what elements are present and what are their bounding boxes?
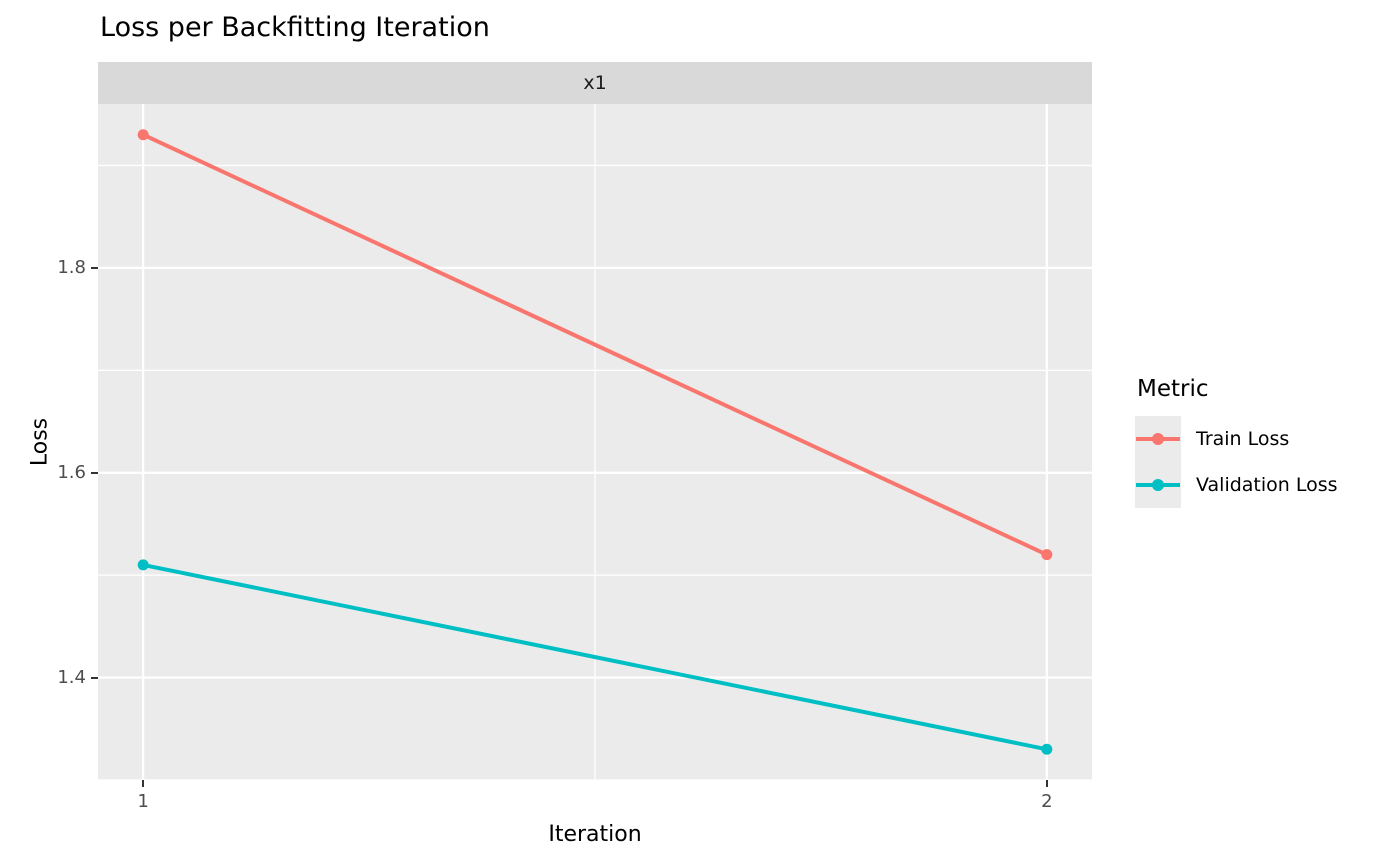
legend-title: Metric — [1137, 376, 1209, 402]
x-axis-tick — [142, 780, 145, 787]
y-axis-tick-label: 1.8 — [57, 256, 86, 278]
x-axis-tick-label: 2 — [1041, 791, 1053, 812]
y-axis-title: Loss — [27, 417, 53, 467]
x-axis-title: Iteration — [548, 822, 642, 847]
legend-key-point — [1152, 433, 1164, 445]
legend-key-swatch — [1135, 462, 1181, 508]
legend-key-point — [1152, 479, 1164, 491]
legend-item-train-loss: Train Loss — [1135, 416, 1338, 462]
series-line-validation-loss — [142, 562, 1048, 752]
legend-key-glyph — [1136, 433, 1180, 445]
y-axis-tick — [91, 266, 98, 269]
series-line-train-loss — [142, 132, 1048, 557]
legend: Metric Train Loss Validati — [1135, 376, 1338, 508]
legend-item-label: Validation Loss — [1196, 474, 1338, 496]
legend-keys: Train Loss Validation Loss — [1135, 416, 1338, 508]
data-point-train-loss — [1041, 549, 1053, 561]
legend-item-label: Train Loss — [1196, 428, 1290, 450]
legend-key-glyph — [1136, 479, 1180, 491]
chart-canvas — [98, 104, 1092, 780]
x-axis-tick — [1045, 780, 1048, 787]
legend-item-validation-loss: Validation Loss — [1135, 462, 1338, 508]
y-axis-tick — [91, 471, 98, 474]
y-axis-tick-label: 1.4 — [57, 666, 86, 688]
data-point-train-loss — [137, 129, 149, 141]
x-axis-tick-label: 1 — [137, 791, 149, 812]
facet-strip-label: x1 — [583, 72, 607, 94]
legend-key-swatch — [1135, 416, 1181, 462]
y-axis-tick — [91, 676, 98, 679]
plot-panel — [98, 104, 1092, 780]
data-point-validation-loss — [1041, 743, 1053, 755]
facet-strip: x1 — [98, 62, 1092, 104]
data-point-validation-loss — [137, 559, 149, 571]
plot-title: Loss per Backfitting Iteration — [100, 12, 490, 43]
